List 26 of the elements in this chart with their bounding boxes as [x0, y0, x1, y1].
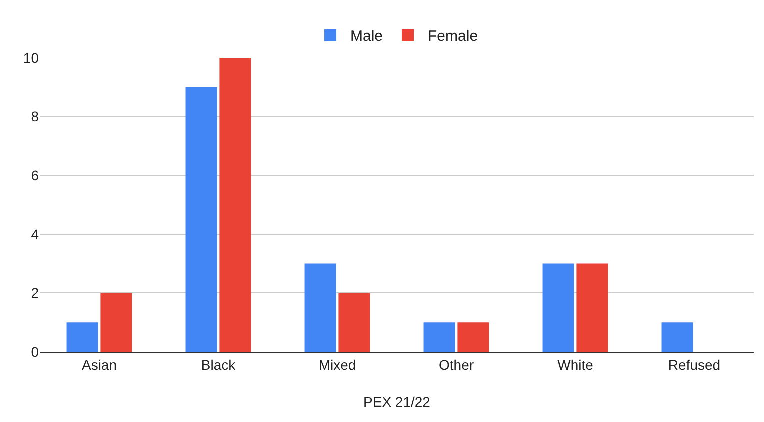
x-tick-label: White — [558, 356, 594, 373]
x-tick-label: Other — [438, 356, 474, 373]
bar — [662, 322, 694, 352]
bar — [220, 58, 252, 352]
legend-label: Female — [428, 28, 478, 46]
bar — [186, 87, 218, 352]
legend-label: Male — [350, 28, 384, 46]
y-tick-label: 4 — [31, 226, 40, 242]
bar — [304, 264, 336, 352]
y-tick-label: 10 — [23, 50, 40, 66]
y-tick-label: 2 — [31, 285, 40, 302]
y-tick-label: 6 — [31, 168, 40, 184]
y-tick-label: 0 — [31, 344, 40, 360]
bar — [542, 264, 574, 352]
bar — [424, 322, 456, 352]
x-tick-label: Mixed — [318, 356, 356, 373]
y-tick-label: 8 — [31, 108, 40, 125]
x-tick-label: Refused — [668, 356, 721, 373]
bar — [458, 322, 490, 352]
x-tick-label: Black — [201, 356, 237, 373]
x-axis-title: PEX 21/22 — [364, 394, 431, 410]
bar — [338, 293, 370, 352]
bar — [100, 293, 132, 352]
bar — [66, 322, 98, 352]
x-tick-label: Asian — [82, 356, 118, 373]
bar — [576, 264, 608, 352]
